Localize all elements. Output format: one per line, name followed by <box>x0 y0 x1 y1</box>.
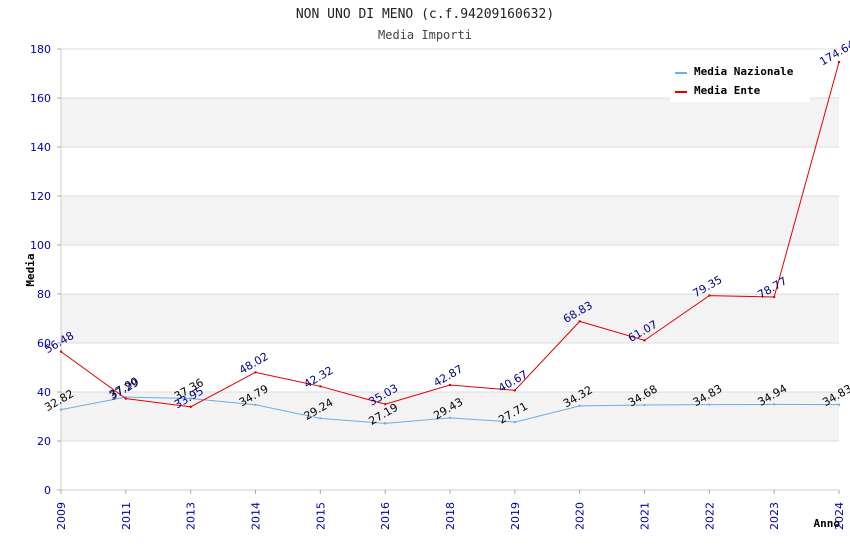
y-tick-label: 100 <box>30 239 51 252</box>
data-point <box>837 60 841 64</box>
y-tick-label: 80 <box>37 288 51 301</box>
data-point <box>837 403 841 406</box>
x-tick-label: 2013 <box>185 502 198 530</box>
x-tick-label: 2020 <box>574 502 587 530</box>
data-point <box>578 320 581 323</box>
legend-box <box>670 60 810 102</box>
plot-band <box>61 294 839 343</box>
x-tick-label: 2024 <box>833 502 846 530</box>
data-point <box>578 404 581 408</box>
data-point <box>319 417 322 420</box>
data-point <box>189 397 192 400</box>
x-tick-label: 2023 <box>768 502 781 530</box>
data-point <box>643 339 646 342</box>
data-point <box>513 389 517 392</box>
data-point <box>124 397 128 400</box>
series-lines <box>59 60 841 425</box>
legend-label-nazionale: Media Nazionale <box>694 65 794 78</box>
x-tick-label: 2016 <box>379 502 392 530</box>
data-point <box>254 371 257 374</box>
data-point <box>59 408 63 411</box>
data-point <box>254 403 257 406</box>
data-point <box>383 402 387 406</box>
data-point <box>772 295 776 299</box>
x-tick-label: 2019 <box>509 502 522 530</box>
data-point <box>708 294 711 297</box>
data-label: 56.48 <box>42 329 76 356</box>
y-tick-label: 180 <box>30 43 51 56</box>
data-point <box>319 385 322 388</box>
chart-subtitle: Media Importi <box>378 28 472 42</box>
y-axis-label: Media <box>24 253 37 286</box>
data-label: 174.64 <box>817 38 850 69</box>
x-tick-label: 2011 <box>120 502 133 530</box>
x-tick-label: 2018 <box>444 502 457 530</box>
data-point <box>448 383 452 387</box>
plot-band <box>61 98 839 147</box>
legend: Media Nazionale Media Ente <box>670 60 810 102</box>
y-tick-label: 120 <box>30 190 51 203</box>
data-point <box>513 420 517 424</box>
y-tick-label: 60 <box>37 337 51 350</box>
x-tick-label: 2022 <box>703 502 716 530</box>
data-point <box>708 403 711 406</box>
plot-bands <box>61 98 839 441</box>
y-tick-label: 0 <box>44 484 51 497</box>
legend-label-ente: Media Ente <box>694 84 761 97</box>
x-axis-label: Anno <box>814 517 841 530</box>
x-ticks: 2009 2011 2013 2014 2015 2016 2018 2019 2020 2021… <box>55 490 846 530</box>
y-tick-label: 140 <box>30 141 51 154</box>
x-tick-label: 2014 <box>250 502 263 530</box>
data-point <box>772 403 776 406</box>
x-tick-label: 2015 <box>314 502 327 530</box>
chart-title: NON UNO DI MENO (c.f.94209160632) <box>296 7 554 22</box>
x-tick-label: 2009 <box>55 502 68 530</box>
plot-band <box>61 196 839 245</box>
y-tick-label: 20 <box>37 435 51 448</box>
y-tick-label: 40 <box>37 386 51 399</box>
plot-band <box>61 392 839 441</box>
data-point <box>189 405 192 409</box>
data-point <box>643 403 646 407</box>
data-point <box>448 416 452 420</box>
y-ticks: 0 20 40 60 80 100 120 140 160 180 <box>30 43 61 497</box>
data-label: 40.67 <box>496 368 530 395</box>
data-label: 42.32 <box>302 364 336 391</box>
data-point <box>59 350 63 353</box>
y-tick-label: 160 <box>30 92 51 105</box>
data-point <box>383 422 387 425</box>
x-tick-label: 2021 <box>639 502 652 530</box>
